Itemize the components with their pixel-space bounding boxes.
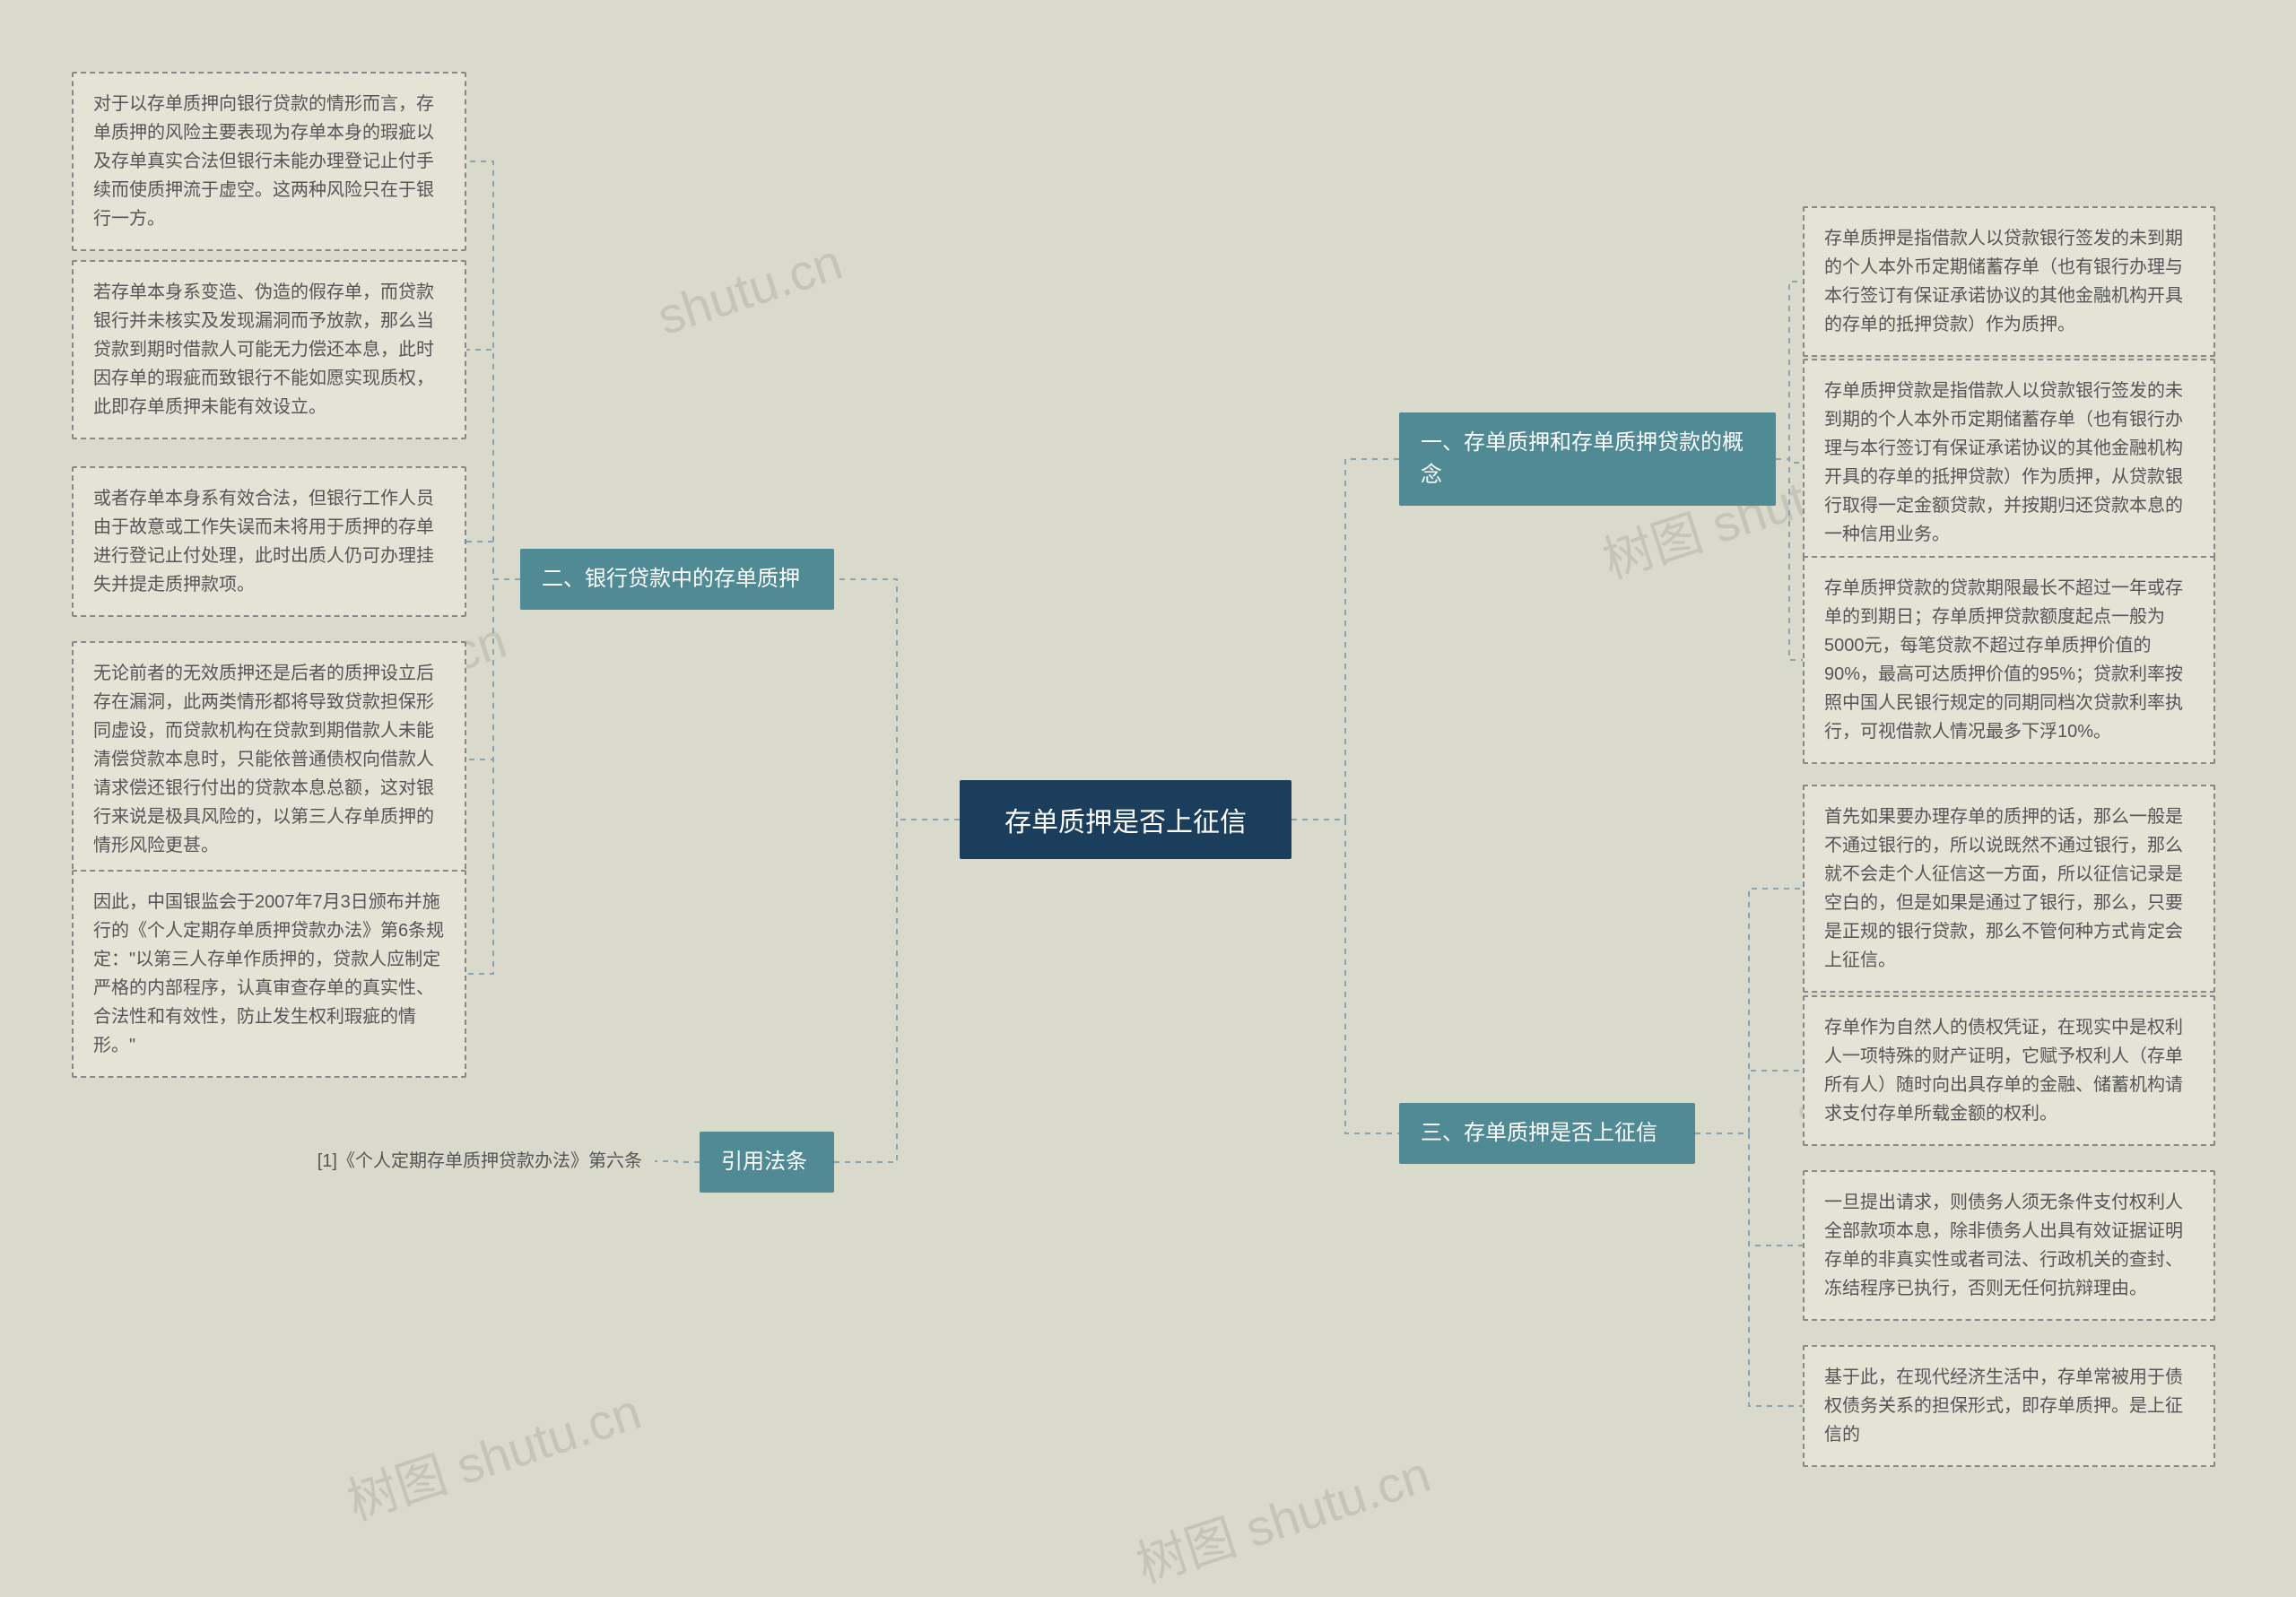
branch-bank-loan: 二、银行贷款中的存单质押 bbox=[520, 549, 834, 610]
branch-credit: 三、存单质押是否上征信 bbox=[1399, 1103, 1695, 1164]
watermark: shutu.cn bbox=[650, 232, 848, 346]
branch-concept: 一、存单质押和存单质押贷款的概念 bbox=[1399, 412, 1776, 506]
leaf-node: 基于此，在现代经济生活中，存单常被用于债权债务关系的担保形式，即存单质押。是上征… bbox=[1803, 1345, 2215, 1467]
leaf-citation: [1]《个人定期存单质押贷款办法》第六条 bbox=[269, 1139, 655, 1184]
leaf-node: 存单质押贷款是指借款人以贷款银行签发的未到期的个人本外币定期储蓄存单（也有银行办… bbox=[1803, 359, 2215, 567]
leaf-node: 存单作为自然人的债权凭证，在现实中是权利人一项特殊的财产证明，它赋予权利人（存单… bbox=[1803, 995, 2215, 1146]
watermark: 树图 shutu.cn bbox=[1126, 1435, 1439, 1597]
branch-citation: 引用法条 bbox=[700, 1132, 834, 1193]
leaf-node: 无论前者的无效质押还是后者的质押设立后存在漏洞，此两类情形都将导致贷款担保形同虚… bbox=[72, 641, 466, 878]
leaf-node: 对于以存单质押向银行贷款的情形而言，存单质押的风险主要表现为存单本身的瑕疵以及存… bbox=[72, 72, 466, 251]
watermark: 树图 shutu.cn bbox=[337, 1372, 649, 1535]
leaf-node: 首先如果要办理存单的质押的话，那么一般是不通过银行的，所以说既然不通过银行，那么… bbox=[1803, 785, 2215, 993]
root-node: 存单质押是否上征信 bbox=[960, 780, 1292, 859]
leaf-node: 一旦提出请求，则债务人须无条件支付权利人全部款项本息，除非债务人出具有效证据证明… bbox=[1803, 1170, 2215, 1321]
leaf-node: 若存单本身系变造、伪造的假存单，而贷款银行并未核实及发现漏洞而予放款，那么当贷款… bbox=[72, 260, 466, 439]
leaf-node: 存单质押贷款的贷款期限最长不超过一年或存单的到期日；存单质押贷款额度起点一般为5… bbox=[1803, 556, 2215, 764]
leaf-node: 或者存单本身系有效合法，但银行工作人员由于故意或工作失误而未将用于质押的存单进行… bbox=[72, 466, 466, 617]
leaf-node: 因此，中国银监会于2007年7月3日颁布并施行的《个人定期存单质押贷款办法》第6… bbox=[72, 870, 466, 1078]
leaf-node: 存单质押是指借款人以贷款银行签发的未到期的个人本外币定期储蓄存单（也有银行办理与… bbox=[1803, 206, 2215, 357]
